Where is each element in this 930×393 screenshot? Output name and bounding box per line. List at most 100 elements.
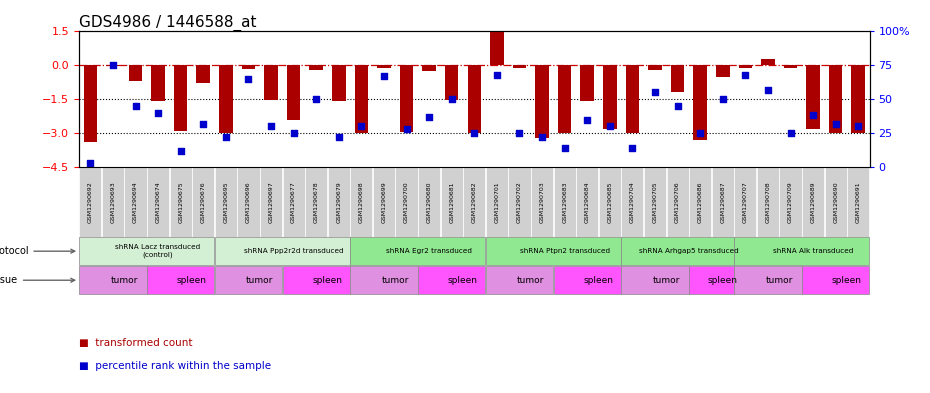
Text: GSM1290698: GSM1290698 <box>359 181 364 222</box>
Bar <box>169 167 192 237</box>
Text: GSM1290676: GSM1290676 <box>201 181 206 222</box>
Bar <box>283 167 305 237</box>
Point <box>219 134 233 140</box>
Point <box>421 114 436 120</box>
Point <box>286 130 301 136</box>
Text: GSM1290674: GSM1290674 <box>155 181 161 223</box>
Point <box>512 130 527 136</box>
Text: tumor: tumor <box>111 276 138 285</box>
Bar <box>106 65 120 66</box>
Bar <box>599 167 621 237</box>
Bar <box>716 65 729 77</box>
Bar <box>79 237 214 265</box>
Bar <box>621 237 734 265</box>
Bar <box>283 266 350 294</box>
Text: tissue: tissue <box>0 275 74 285</box>
Bar <box>711 167 734 237</box>
Bar <box>351 266 418 294</box>
Point <box>377 73 392 79</box>
Point <box>557 145 572 151</box>
Bar <box>332 65 346 101</box>
Text: GSM1290696: GSM1290696 <box>246 181 251 222</box>
Bar <box>441 167 463 237</box>
Text: tumor: tumor <box>517 276 544 285</box>
Bar <box>829 65 843 133</box>
Bar <box>422 65 436 71</box>
Point <box>151 110 166 116</box>
Bar <box>531 167 553 237</box>
Point <box>783 130 798 136</box>
Point <box>851 123 866 129</box>
Point <box>535 134 550 140</box>
Bar <box>735 266 802 294</box>
Bar <box>79 266 147 294</box>
Text: shRNA Alk transduced: shRNA Alk transduced <box>773 248 853 254</box>
Point <box>647 89 662 95</box>
Bar <box>490 30 504 65</box>
Text: GSM1290686: GSM1290686 <box>698 181 703 222</box>
Bar <box>418 167 440 237</box>
Bar <box>84 65 97 142</box>
Bar <box>485 237 621 265</box>
Text: tumor: tumor <box>381 276 409 285</box>
Bar <box>351 237 485 265</box>
Bar <box>102 167 124 237</box>
Bar <box>378 65 391 68</box>
Bar <box>128 65 142 81</box>
Text: GSM1290681: GSM1290681 <box>449 181 454 222</box>
Bar <box>310 65 323 70</box>
Bar <box>621 266 688 294</box>
Text: GSM1290704: GSM1290704 <box>630 181 635 223</box>
Text: GSM1290699: GSM1290699 <box>381 181 387 223</box>
Text: spleen: spleen <box>583 276 614 285</box>
Point <box>105 62 120 68</box>
Text: GSM1290678: GSM1290678 <box>313 181 319 222</box>
Text: GSM1290695: GSM1290695 <box>223 181 229 222</box>
Point <box>263 123 278 129</box>
Bar <box>558 65 571 133</box>
Bar <box>193 167 214 237</box>
Text: ■  transformed count: ■ transformed count <box>79 338 193 348</box>
Bar <box>354 65 368 133</box>
Bar <box>509 167 530 237</box>
Text: GSM1290701: GSM1290701 <box>495 181 499 222</box>
Bar <box>761 59 775 65</box>
Bar <box>264 65 278 100</box>
Text: shRNA Lacz transduced
(control): shRNA Lacz transduced (control) <box>115 244 201 258</box>
Point <box>805 112 820 119</box>
Text: tumor: tumor <box>246 276 273 285</box>
Bar <box>242 65 255 69</box>
Bar <box>463 167 485 237</box>
Point <box>128 103 143 109</box>
Bar <box>802 167 824 237</box>
Text: protocol: protocol <box>0 246 74 256</box>
Bar <box>689 266 734 294</box>
Bar <box>215 237 350 265</box>
Text: spleen: spleen <box>832 276 862 285</box>
Bar <box>125 167 147 237</box>
Bar <box>400 65 413 132</box>
Bar <box>553 167 576 237</box>
Text: GSM1290706: GSM1290706 <box>675 181 680 222</box>
Text: GSM1290705: GSM1290705 <box>653 181 658 222</box>
Bar <box>485 266 553 294</box>
Text: shRNA Ppp2r2d transduced: shRNA Ppp2r2d transduced <box>244 248 343 254</box>
Bar <box>580 65 594 101</box>
Point <box>445 96 459 102</box>
Text: GDS4986 / 1446588_at: GDS4986 / 1446588_at <box>79 15 257 31</box>
Text: shRNA Egr2 transduced: shRNA Egr2 transduced <box>386 248 472 254</box>
Bar <box>667 167 688 237</box>
Bar <box>215 266 282 294</box>
Text: GSM1290679: GSM1290679 <box>337 181 341 223</box>
Text: GSM1290694: GSM1290694 <box>133 181 138 223</box>
Bar <box>621 167 644 237</box>
Text: shRNA Ptpn2 transduced: shRNA Ptpn2 transduced <box>520 248 610 254</box>
Text: tumor: tumor <box>653 276 680 285</box>
Text: ■  percentile rank within the sample: ■ percentile rank within the sample <box>79 362 272 371</box>
Text: GSM1290684: GSM1290684 <box>585 181 590 222</box>
Text: GSM1290691: GSM1290691 <box>856 181 861 222</box>
Bar <box>174 65 188 131</box>
Bar <box>735 167 756 237</box>
Bar <box>648 65 662 70</box>
Bar <box>373 167 395 237</box>
